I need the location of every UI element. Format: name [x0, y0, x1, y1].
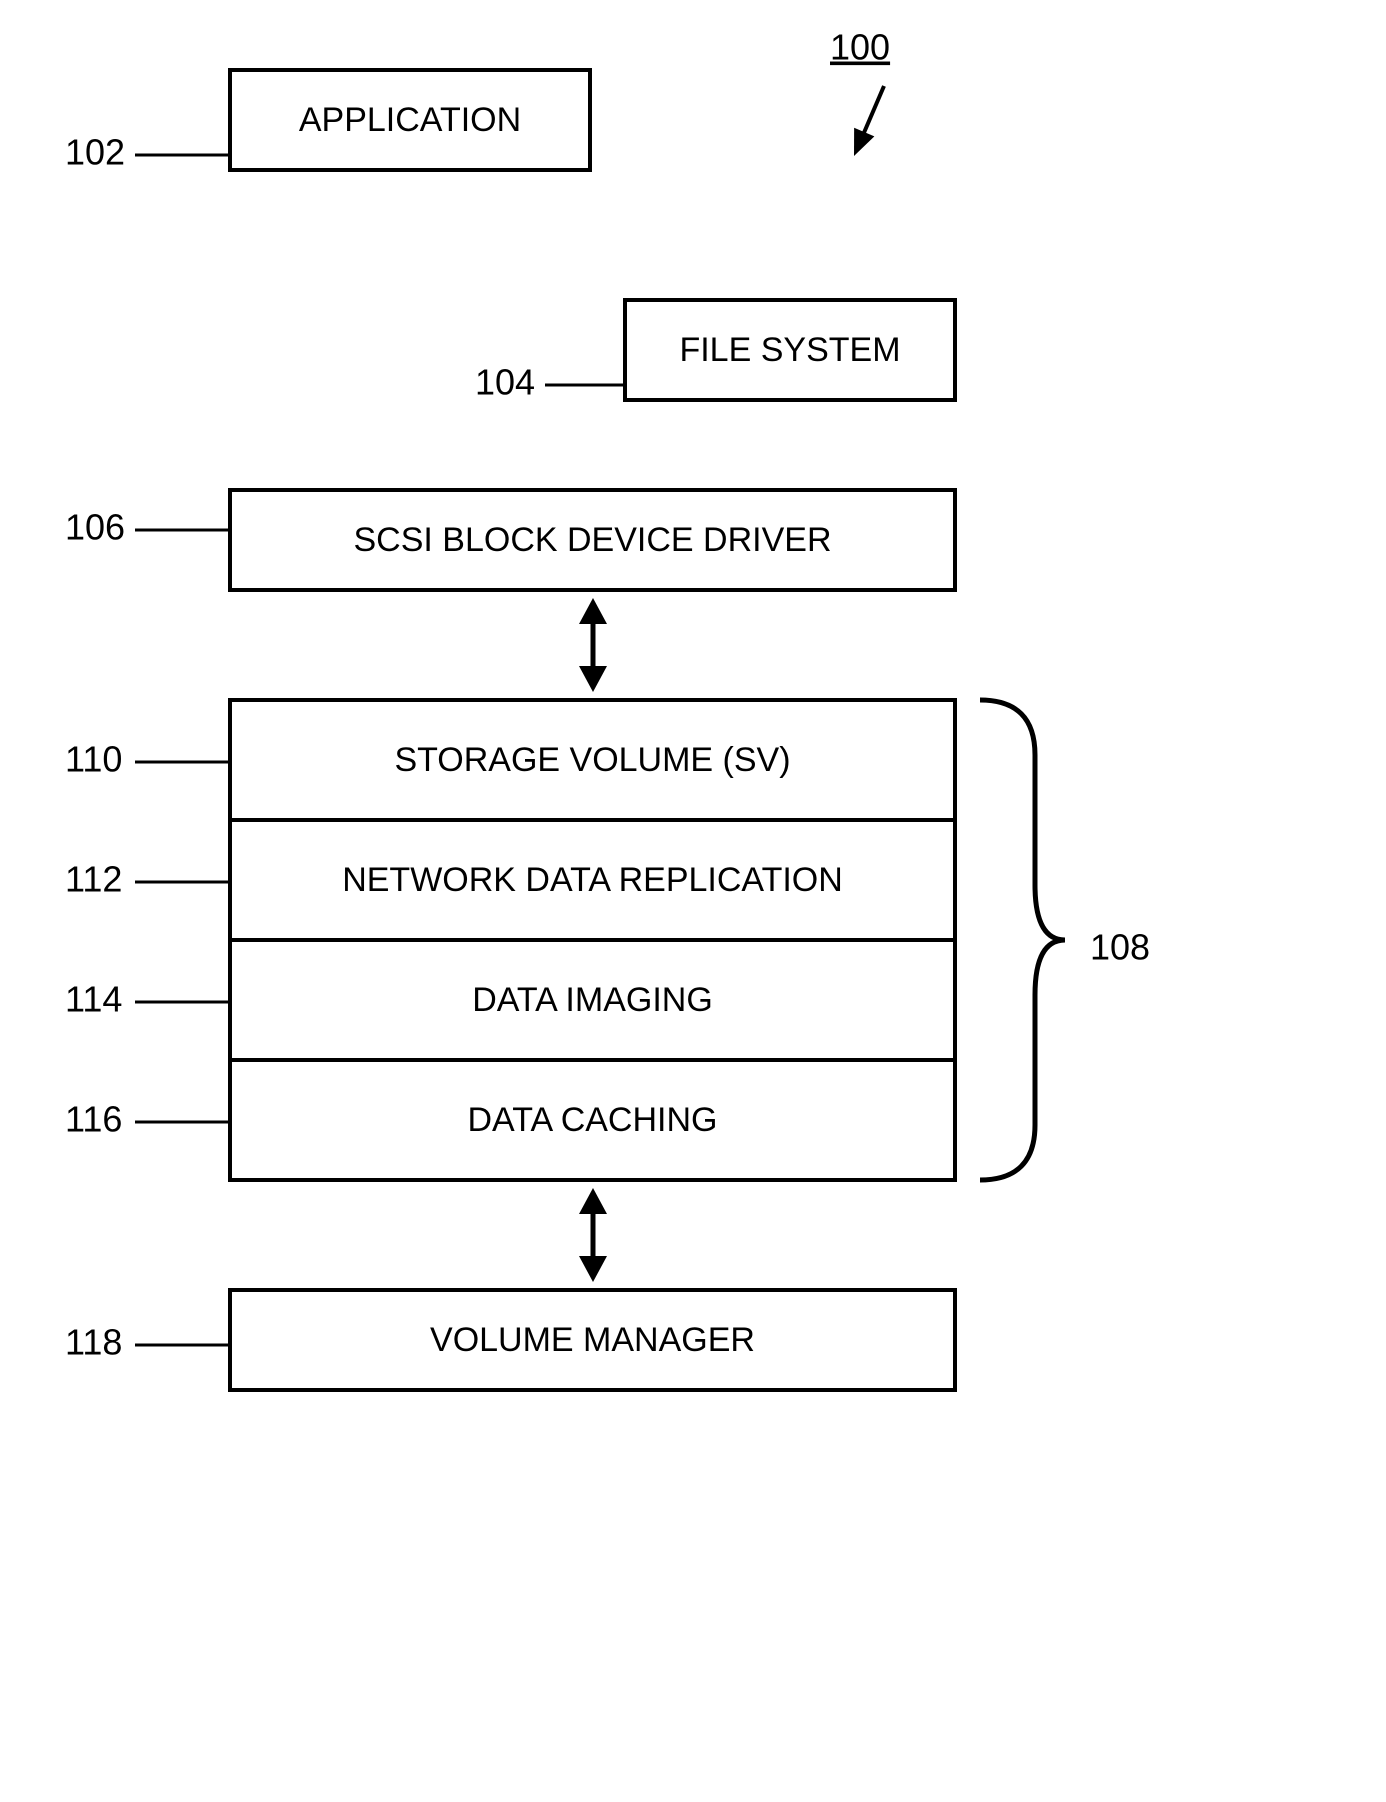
arrow-head-down — [579, 666, 607, 692]
stack-row-label: STORAGE VOLUME (SV) — [394, 741, 790, 779]
figure-ref: 100 — [830, 27, 890, 68]
brace — [980, 700, 1065, 1180]
ref-110: 110 — [65, 739, 122, 780]
ref-116: 116 — [65, 1099, 122, 1140]
volume-manager-box-label: VOLUME MANAGER — [430, 1321, 755, 1359]
ref-112: 112 — [65, 859, 122, 900]
ref-102: 102 — [65, 132, 125, 173]
arrow-head-down — [579, 1256, 607, 1282]
stack-row-label: NETWORK DATA REPLICATION — [342, 861, 843, 899]
ref-118: 118 — [65, 1322, 122, 1363]
application-box-label: APPLICATION — [299, 101, 521, 139]
ref-114: 114 — [65, 979, 122, 1020]
ref-104: 104 — [475, 362, 535, 403]
arrow-head-up — [579, 598, 607, 624]
stack-row-label: DATA CACHING — [468, 1101, 718, 1139]
stack-row-label: DATA IMAGING — [472, 981, 713, 1019]
file-system-box-label: FILE SYSTEM — [679, 331, 900, 369]
ref-106: 106 — [65, 507, 125, 548]
ref-108: 108 — [1090, 927, 1150, 968]
arrow-head-up — [579, 1188, 607, 1214]
scsi-driver-box-label: SCSI BLOCK DEVICE DRIVER — [353, 521, 831, 559]
